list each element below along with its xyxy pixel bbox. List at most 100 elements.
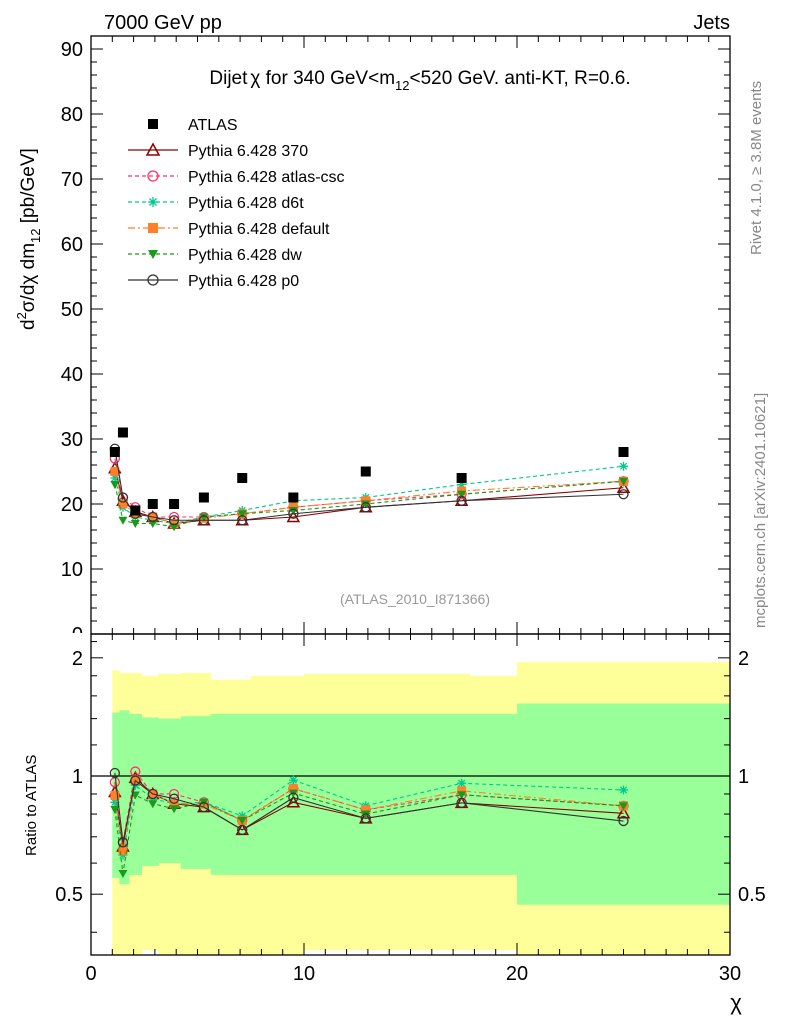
legend-marker <box>148 250 158 259</box>
series-point <box>118 516 128 525</box>
ratio-series-point <box>457 791 467 800</box>
data-point <box>456 473 467 483</box>
ratio-series-point <box>237 811 247 821</box>
ratio-series-point <box>168 793 180 804</box>
series-point <box>456 495 467 506</box>
ratio-panel <box>108 766 631 878</box>
legend-entry: Pythia 6.428 370 <box>128 142 308 160</box>
ratio-series-point <box>361 810 371 819</box>
series-point <box>147 511 158 523</box>
legend-marker <box>147 274 159 286</box>
legend-label: Pythia 6.428 dw <box>188 247 302 264</box>
ratio-series-point <box>619 802 628 811</box>
legend-entry: Pythia 6.428 p0 <box>128 273 299 290</box>
analysis-tag: (ATLAS_2010_I871366) <box>340 591 490 607</box>
legend-label: Pythia 6.428 370 <box>188 143 308 160</box>
ratio-tick-label-left: 2 <box>72 648 83 670</box>
ratio-series-point <box>118 846 128 856</box>
ratio-series-point <box>616 806 631 819</box>
series-point <box>148 520 158 528</box>
stat-uncertainty-band <box>250 713 305 875</box>
ratio-series-point <box>619 785 628 795</box>
x-tick-label: 10 <box>293 963 315 985</box>
series-point <box>237 510 247 519</box>
ratio-series-point <box>198 801 210 813</box>
ratio-series-point <box>360 813 371 824</box>
legend-entry: Pythia 6.428 default <box>128 221 330 238</box>
series-line <box>114 468 624 525</box>
legend: ATLAS Pythia 6.428 370 Pythia 6.428 atlas-… <box>128 117 345 290</box>
ratio-series-point <box>237 824 248 836</box>
ratio-tick-label-left: 0.5 <box>55 884 83 906</box>
ratio-series-point <box>117 837 129 848</box>
ratio-series-point <box>618 815 629 827</box>
ratio-series-point <box>457 786 467 796</box>
series-point <box>110 467 120 476</box>
ratio-series-point <box>456 797 467 809</box>
data-point <box>117 427 128 438</box>
legend-label: Pythia 6.428 d6t <box>188 195 304 212</box>
ratio-series-point <box>118 869 128 878</box>
series-point <box>198 515 210 526</box>
x-tick-label: 30 <box>719 963 741 985</box>
ratio-series-point <box>288 792 299 803</box>
y-tick-label: 90 <box>61 39 83 61</box>
stat-uncertainty-band <box>158 718 182 864</box>
mcplots-label: mcplots.cern.ch [arXiv:2401.10621] <box>752 393 769 628</box>
series-point <box>288 507 298 515</box>
data-point <box>237 473 248 483</box>
legend-label: Pythia 6.428 atlas-csc <box>188 169 345 186</box>
ratio-tick-label-right: 0.5 <box>738 884 766 906</box>
series-4 <box>110 477 628 532</box>
ratio-y-axis-title: Ratio to ATLAS <box>23 755 40 856</box>
stat-uncertainty-band <box>304 713 375 875</box>
stat-uncertainty-band <box>119 710 130 885</box>
series-point <box>168 515 180 526</box>
ratio-series-point <box>288 784 298 794</box>
legend-marker <box>147 170 159 182</box>
energy-label: 7000 GeV pp <box>104 12 222 34</box>
y-axis-title: d2σ/dχ dm12 [pb/GeV] <box>14 148 43 330</box>
ratio-series-point <box>237 816 247 825</box>
y-tick-label: 50 <box>61 299 83 321</box>
series-5 <box>109 443 629 526</box>
ratio-series-point <box>110 790 120 800</box>
y-tick-label: 60 <box>61 234 83 256</box>
legend-entry: ATLAS <box>148 117 238 134</box>
legend-entry: Pythia 6.428 atlas-csc <box>128 169 345 186</box>
plot-title: Dijet χ for 340 GeV<m12<520 GeV. anti-KT,… <box>209 68 630 93</box>
series-point <box>117 492 129 503</box>
series-point <box>361 500 371 509</box>
y-tick-label: 70 <box>61 169 83 191</box>
ratio-tick-label-right: 1 <box>738 766 749 788</box>
ratio-series-point <box>148 800 158 809</box>
uncertainty-bands <box>91 662 731 955</box>
series-point <box>616 480 631 493</box>
series-point <box>169 523 179 532</box>
series-point <box>199 513 209 522</box>
legend-entry: Pythia 6.428 dw <box>128 247 302 264</box>
ratio-series-point <box>169 805 179 814</box>
series-point <box>237 515 248 526</box>
y-tick-label: 30 <box>61 429 83 451</box>
y-tick-label: 40 <box>61 364 83 386</box>
x-axis-title: χ <box>730 990 742 1015</box>
series-point <box>288 508 299 519</box>
jets-label: Jets <box>693 12 730 34</box>
ratio-series-line <box>114 772 624 843</box>
data-point <box>147 499 158 509</box>
legend-marker <box>148 119 158 129</box>
legend-marker <box>145 142 161 156</box>
ratio-series-point <box>361 805 371 815</box>
x-tick-label: 20 <box>506 963 528 985</box>
series-point <box>619 477 628 486</box>
x-tick-label: 0 <box>85 963 96 985</box>
y-tick-label: 10 <box>61 559 83 581</box>
legend-entry: Pythia 6.428 d6t <box>128 195 304 212</box>
legend-marker <box>148 223 158 233</box>
legend-label: ATLAS <box>188 117 238 134</box>
stat-uncertainty-band <box>180 716 212 869</box>
series-point <box>130 520 140 528</box>
ratio-series-point <box>109 767 121 779</box>
